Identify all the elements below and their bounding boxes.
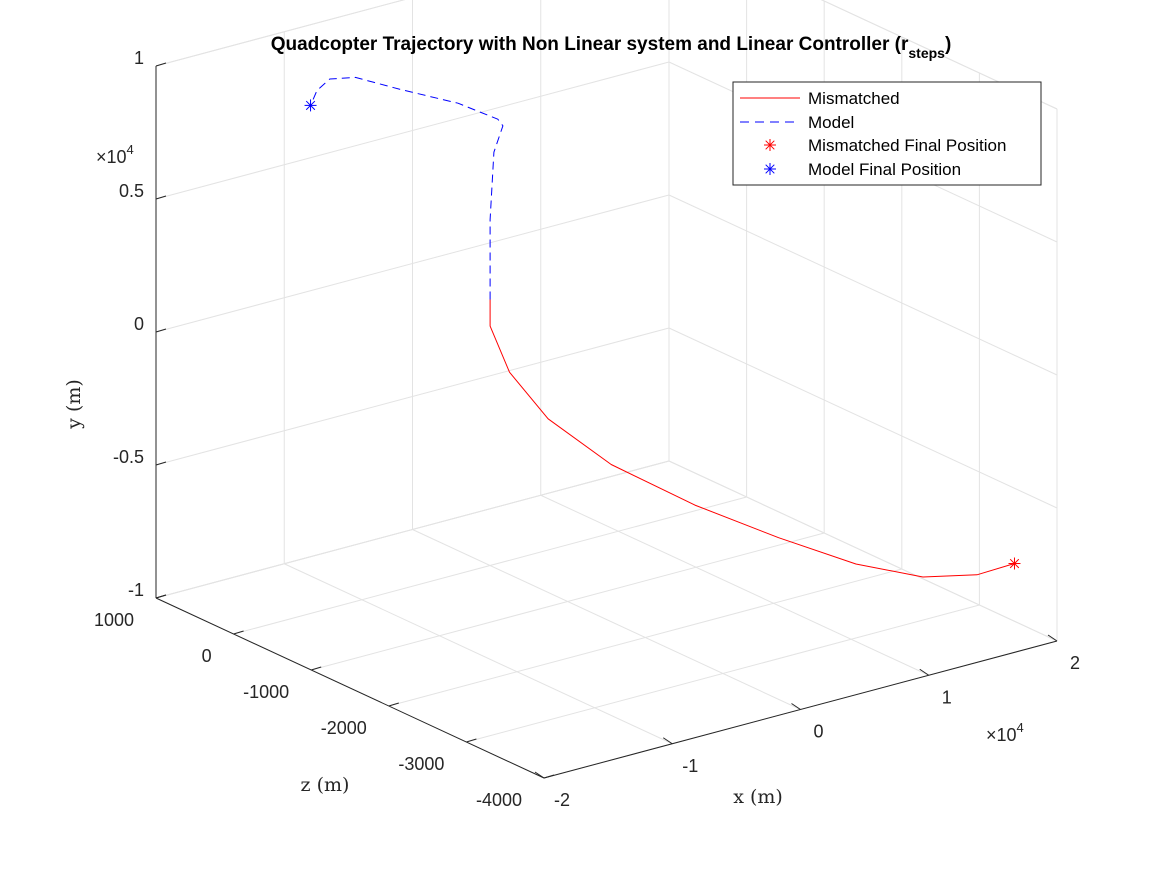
x-tick-mark	[919, 668, 930, 676]
legend-asterisk-mismatched	[764, 139, 776, 151]
series-layer	[304, 76, 1021, 578]
x-tick-mark	[534, 771, 545, 779]
z-axis-line	[155, 597, 545, 779]
x-tick-mark	[662, 737, 673, 745]
y-axis-power: 4	[127, 142, 134, 157]
y-axis-label: y (m)	[63, 379, 85, 430]
legend-marker-model	[764, 163, 776, 175]
legend-asterisk-model	[764, 163, 776, 175]
x-tick-mark	[791, 703, 801, 710]
x-tick-label: 0	[813, 722, 823, 742]
y-tick-label: -0.5	[113, 447, 144, 467]
z-tick-label: 0	[202, 646, 212, 666]
x-tick-label: -1	[682, 756, 698, 776]
y-tick-mark	[155, 594, 167, 599]
legend: Mismatched Model Mismatched Final Positi…	[732, 81, 1042, 186]
legend-marker-mismatched	[764, 139, 776, 151]
z-tick-mark	[466, 738, 477, 743]
y-tick-mark	[155, 461, 167, 466]
z-tick-label: 1000	[94, 610, 134, 630]
z-tick-mark	[388, 702, 399, 707]
y-tick-label: 0.5	[119, 181, 144, 201]
x-axis-power: 4	[1017, 720, 1024, 735]
x-axis-label: x (m)	[733, 786, 783, 808]
x-tick-label: 2	[1070, 653, 1080, 673]
z-tick-label: -1000	[243, 682, 289, 702]
legend-label-model-final: Model Final Position	[808, 160, 961, 179]
z-tick-mark	[233, 630, 244, 635]
marker-model-final-position	[304, 99, 317, 112]
z-axis-label: z (m)	[301, 774, 350, 796]
y-tick-mark	[155, 195, 167, 200]
marker-mismatched-final-position	[1008, 557, 1021, 570]
x-tick-label: -2	[554, 790, 570, 810]
z-tick-mark	[543, 774, 555, 779]
x-tick-mark	[1047, 634, 1058, 642]
chart-title-subscript: steps	[908, 45, 945, 61]
y-tick-label: 0	[134, 314, 144, 334]
y-tick-label: 1	[134, 48, 144, 68]
z-tick-mark	[311, 666, 322, 671]
series-mismatched	[489, 299, 1015, 578]
series-model	[310, 76, 504, 300]
x-axis-multiplier: ×10	[986, 725, 1017, 745]
x-tick-label: 1	[942, 687, 952, 707]
legend-label-model: Model	[808, 113, 854, 132]
y-tick-mark	[155, 62, 167, 67]
y-tick-label: -1	[128, 580, 144, 600]
chart-title: Quadcopter Trajectory with Non Linear sy…	[271, 34, 952, 61]
x-axis-exponent: ×104	[986, 720, 1024, 745]
chart-title-main: Quadcopter Trajectory with Non Linear sy…	[271, 34, 909, 55]
z-tick-label: -3000	[398, 754, 444, 774]
z-tick-label: -4000	[476, 790, 522, 810]
y-axis-multiplier: ×10	[96, 147, 127, 167]
y-tick-mark	[155, 328, 167, 333]
z-tick-label: -2000	[321, 718, 367, 738]
legend-label-mismatched: Mismatched	[808, 89, 900, 108]
chart-title-close: )	[945, 34, 951, 55]
legend-box	[732, 81, 1042, 186]
legend-label-mismatched-final: Mismatched Final Position	[808, 136, 1006, 155]
ticks-layer: -2 -1 0 1 2 1000 0 -1000 -2000 -3000 -4000 -1 -0.5 0 0…	[94, 48, 1080, 810]
y-axis-exponent: ×104	[96, 142, 134, 167]
